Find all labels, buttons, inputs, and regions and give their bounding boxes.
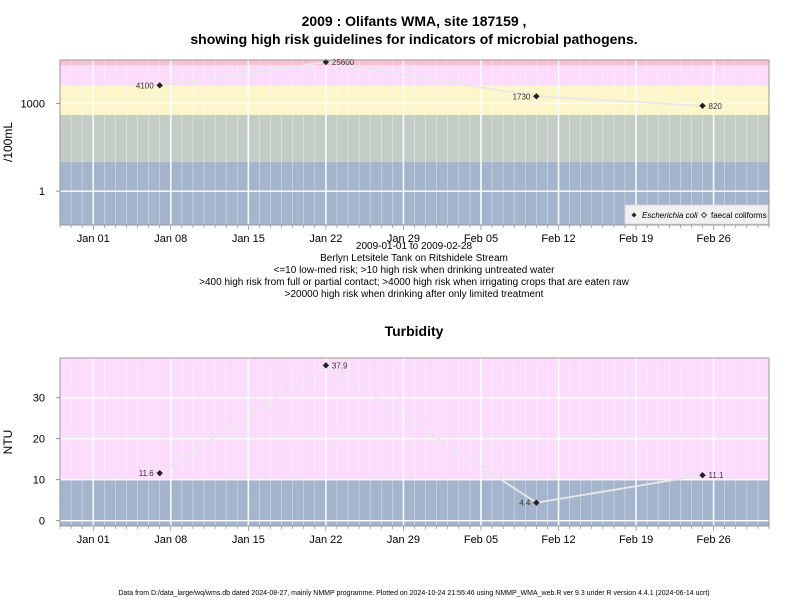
data-point-marker	[156, 82, 163, 89]
x-tick-label: Jan 08	[154, 233, 187, 245]
annotation-site-name: Berlyn Letsitele Tank on Ritshidele Stre…	[320, 253, 508, 264]
data-point-marker	[533, 93, 540, 100]
x-tick-label: Jan 15	[232, 534, 265, 546]
series-lines	[159, 61, 703, 107]
annotation-risk-contact: >400 high risk from full or partial cont…	[199, 277, 629, 288]
annotation-risk-drinking: <=10 low-med risk; >10 high risk when dr…	[274, 265, 556, 276]
y-axis-label: NTU	[1, 430, 15, 455]
data-point-marker	[322, 362, 330, 369]
legend: Escherichia coli faecal coliforms	[624, 204, 769, 225]
y-tick-label: 0	[39, 516, 45, 528]
annotation-risk-treatment: >20000 high risk when drinking after onl…	[285, 289, 544, 300]
x-tick-label: Jan 22	[309, 534, 342, 546]
y-tick-label: 1	[39, 186, 45, 198]
data-point-label: 25600	[332, 58, 355, 67]
legend-marker-ecoli	[631, 212, 637, 218]
x-axis-ticks: Jan 01 Jan 08 Jan 15 Jan 22 Jan 29 Feb 05 Feb …	[59, 225, 770, 245]
data-point-label: 4.4	[519, 499, 531, 508]
x-tick-label: Feb 19	[619, 534, 653, 546]
series-line-0	[159, 61, 703, 107]
x-tick-label: Jan 01	[77, 534, 110, 546]
x-tick-label: Feb 12	[541, 534, 575, 546]
x-tick-label: Jan 01	[77, 233, 110, 245]
data-points: 11.6 37.9 4.4 11.1	[139, 361, 724, 507]
data-point-label: 1730	[513, 92, 531, 101]
x-tick-label: Feb 12	[541, 233, 575, 245]
x-tick-label: Feb 05	[464, 233, 498, 245]
footer-note: Data from D:/data_large/wq/wms.db dated …	[118, 590, 709, 597]
legend-box	[624, 204, 769, 225]
chart-title-line1: 2009 : Olifants WMA, site 187159 ,	[302, 13, 527, 29]
y-tick-label: 30	[33, 393, 45, 405]
data-point-marker	[699, 102, 706, 109]
y-tick-label: 20	[33, 434, 45, 446]
microbial-chart: 2009 : Olifants WMA, site 187159 , showi…	[1, 13, 770, 300]
x-tick-label: Jan 29	[387, 534, 420, 546]
y-axis-ticks: 0 10 20 30	[33, 393, 60, 528]
data-point-label: 11.1	[709, 471, 725, 480]
y-axis-ticks: 1 1000	[21, 98, 60, 198]
x-tick-label: Jan 15	[232, 233, 265, 245]
data-point-label: 11.6	[139, 469, 155, 478]
data-points: 4100 25600 1730 820	[136, 58, 723, 111]
y-tick-label: 10	[33, 475, 45, 487]
x-tick-label: Feb 26	[696, 233, 730, 245]
data-point-marker	[699, 471, 706, 479]
data-point-label: 37.9	[332, 361, 348, 370]
legend-marker-faecal-coliforms	[700, 211, 708, 219]
x-tick-label: Feb 05	[464, 534, 498, 546]
data-point-marker	[156, 469, 163, 477]
legend-label-faecal-coliforms: faecal coliforms	[711, 211, 767, 220]
turbidity-chart: Turbidity 11.6 37.9 4.4 11.1 0 10 20 30 Jan 01…	[1, 323, 770, 546]
x-tick-label: Feb 26	[696, 534, 730, 546]
series-lines	[159, 364, 703, 504]
y-axis-label: /100mL	[1, 122, 15, 162]
turbidity-title: Turbidity	[385, 323, 444, 339]
x-tick-label: Jan 29	[387, 233, 420, 245]
x-tick-label: Jan 08	[154, 534, 187, 546]
data-point-marker	[322, 58, 330, 66]
annotation-date-range: 2009-01-01 to 2009-02-28	[356, 241, 473, 252]
data-point-marker	[533, 499, 540, 506]
x-axis-ticks: Jan 01 Jan 08 Jan 15 Jan 22 Jan 29 Feb 05 Feb …	[59, 526, 770, 546]
data-point-label: 4100	[136, 81, 154, 90]
x-tick-label: Feb 19	[619, 233, 653, 245]
x-tick-label: Jan 22	[309, 233, 342, 245]
y-tick-label: 1000	[21, 98, 45, 110]
legend-label-ecoli: Escherichia coli	[642, 211, 698, 220]
data-point-label: 820	[709, 102, 723, 111]
chart-title-line2: showing high risk guidelines for indicat…	[190, 31, 637, 47]
gridlines	[59, 358, 770, 526]
series-line-0	[159, 364, 703, 504]
